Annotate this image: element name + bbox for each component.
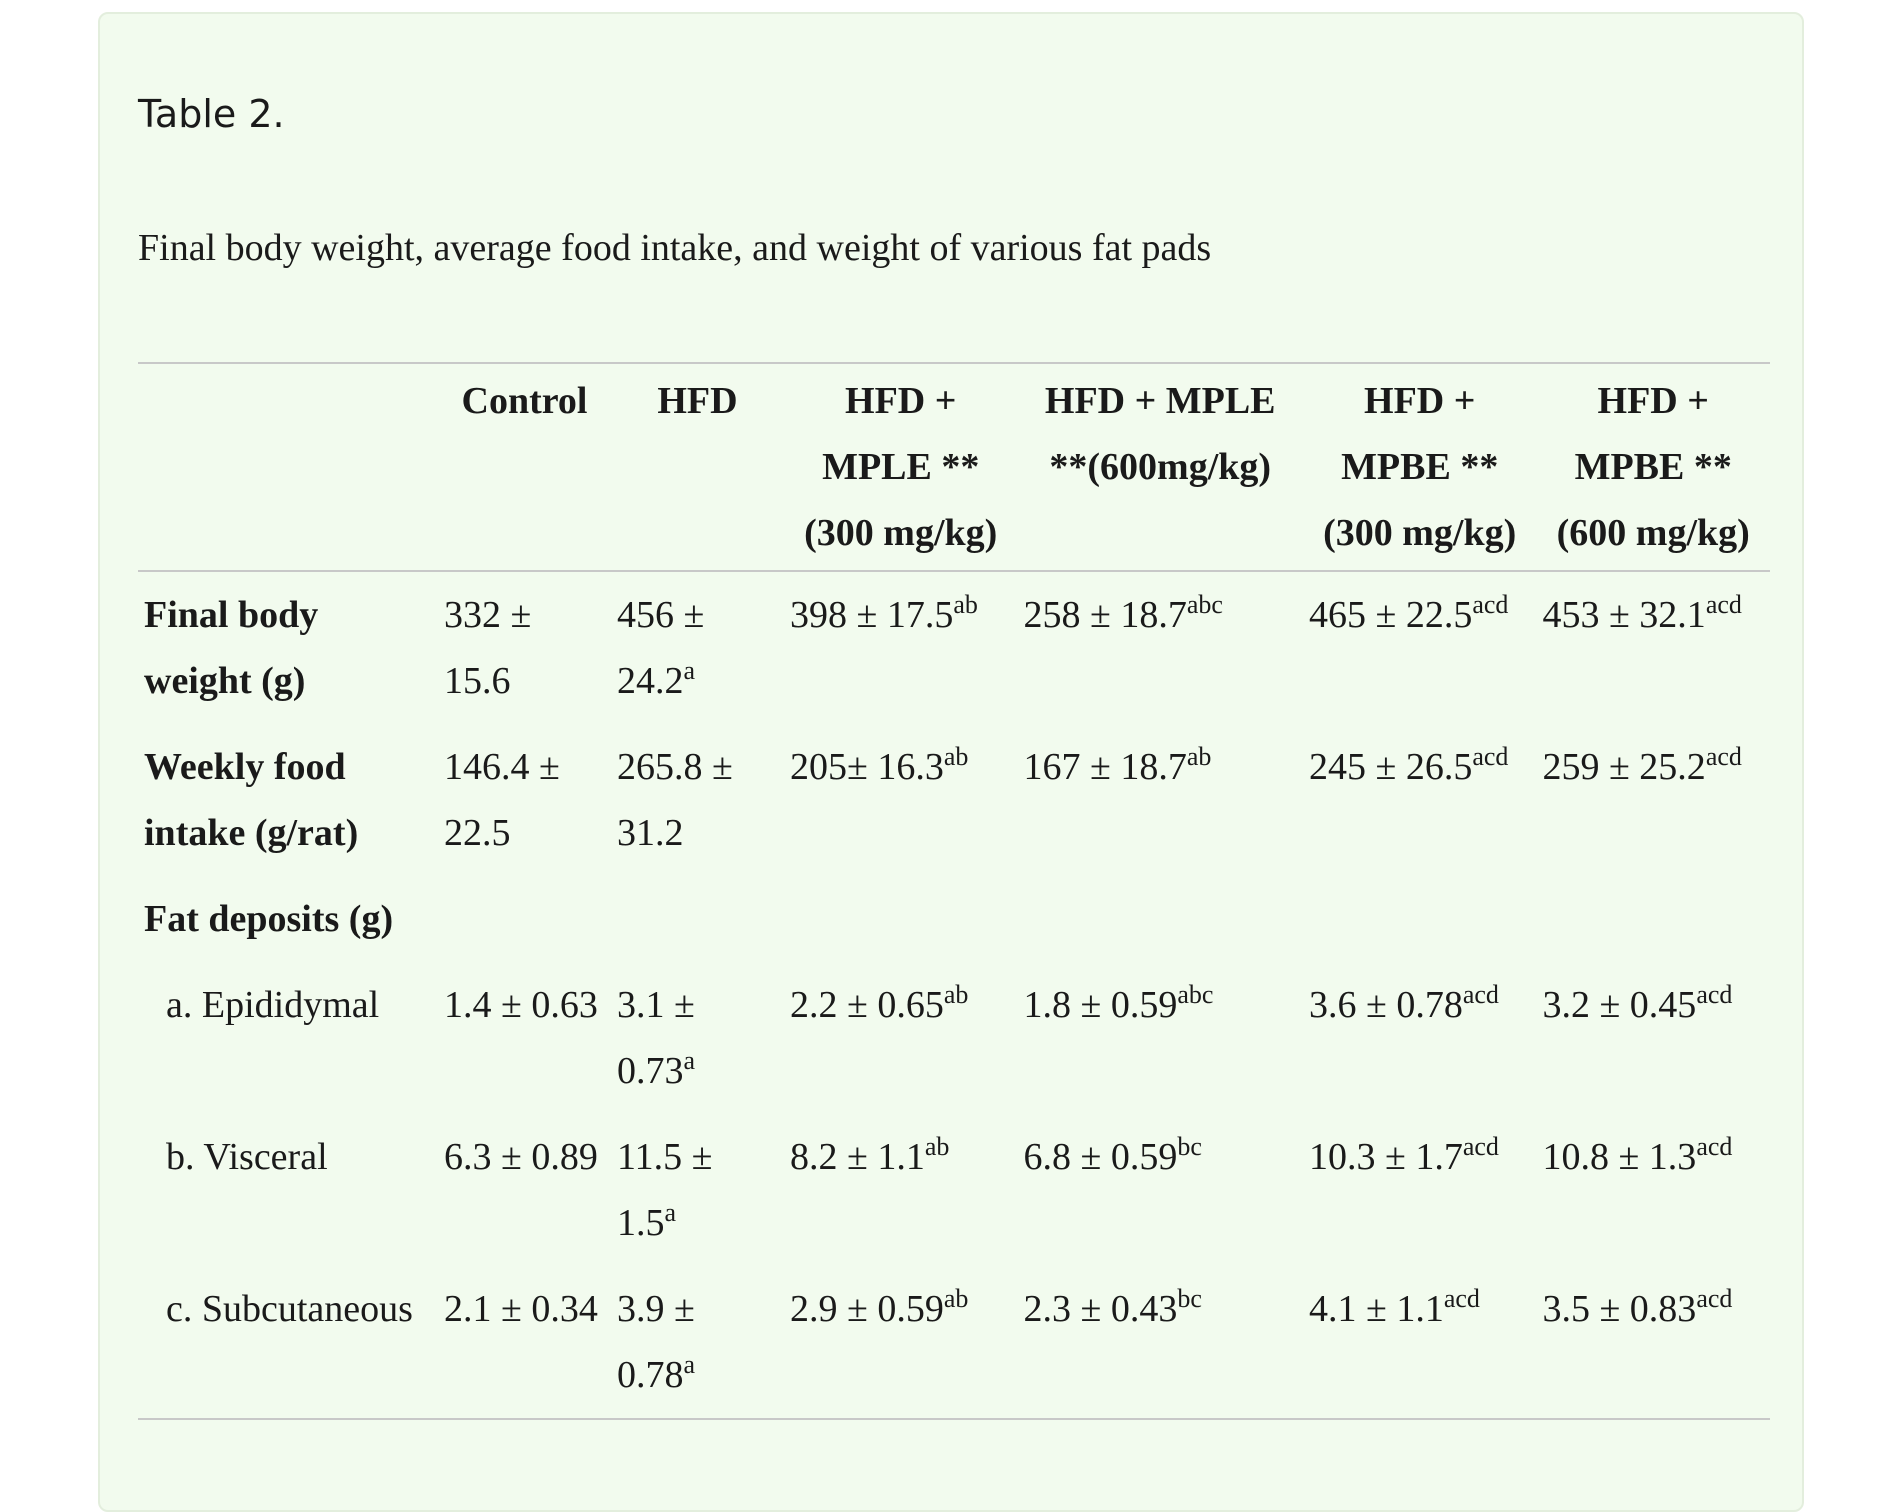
- table-cell: 2.2 ± 0.65ab: [789, 980, 969, 1027]
- row-label: c. Subcutaneous: [166, 1288, 413, 1330]
- table-cell: 4.1 ± 1.1acd: [1308, 1284, 1480, 1331]
- header-row: Control HFD HFD + MPLE ** (300 mg/kg) HF…: [138, 363, 1770, 571]
- column-header-hfd-mpbe-600: HFD + MPBE ** (600 mg/kg): [1556, 380, 1750, 554]
- table-cell: 398 ± 17.5ab: [789, 590, 978, 637]
- column-header-label: [138, 363, 438, 571]
- table-row: c. Subcutaneous 2.1 ± 0.34 3.9 ± 0.78a 2…: [138, 1266, 1770, 1419]
- table-cell: 6.8 ± 0.59bc: [1023, 1132, 1202, 1179]
- section-label: Fat deposits (g): [144, 898, 394, 940]
- table-cell: 6.3 ± 0.89: [444, 1136, 598, 1178]
- table-cell: 10.3 ± 1.7acd: [1308, 1132, 1499, 1179]
- table-row: a. Epididymal 1.4 ± 0.63 3.1 ± 0.73a 2.2…: [138, 962, 1770, 1114]
- column-header-hfd-mple-300: HFD + MPLE ** (300 mg/kg): [804, 380, 998, 554]
- row-label: a. Epididymal: [166, 984, 380, 1026]
- table-row: b. Visceral 6.3 ± 0.89 11.5 ± 1.5a 8.2 ±…: [138, 1114, 1770, 1266]
- table-cell: 453 ± 32.1acd: [1542, 590, 1742, 637]
- table-row-section: Fat deposits (g): [138, 876, 1770, 962]
- data-table: Control HFD HFD + MPLE ** (300 mg/kg) HF…: [138, 362, 1770, 1420]
- table-cell: 146.4 ± 22.5: [444, 746, 560, 854]
- table-cell: 3.1 ± 0.73a: [617, 984, 696, 1092]
- table-cell: 258 ± 18.7abc: [1023, 590, 1223, 637]
- row-label: Final body weight (g): [144, 594, 319, 702]
- table-cell: 245 ± 26.5acd: [1308, 742, 1509, 789]
- table-cell: 3.2 ± 0.45acd: [1542, 980, 1733, 1027]
- table-cell: 1.8 ± 0.59abc: [1023, 980, 1214, 1027]
- table-cell: 3.6 ± 0.78acd: [1308, 980, 1499, 1027]
- table-cell: 205± 16.3ab: [789, 742, 969, 789]
- table-cell: 259 ± 25.2acd: [1542, 742, 1742, 789]
- table-cell: 465 ± 22.5acd: [1308, 590, 1509, 637]
- table-cell: 265.8 ± 31.2: [617, 746, 733, 854]
- table-cell: 332 ± 15.6: [444, 594, 532, 702]
- table-cell: 167 ± 18.7ab: [1023, 742, 1212, 789]
- table-row: Weekly food intake (g/rat) 146.4 ± 22.5 …: [138, 724, 1770, 876]
- table-label: Table 2.: [138, 92, 285, 136]
- table-cell: 3.9 ± 0.78a: [617, 1288, 696, 1396]
- table-cell: 8.2 ± 1.1ab: [789, 1132, 950, 1179]
- column-header-hfd-mpbe-300: HFD + MPBE ** (300 mg/kg): [1323, 380, 1517, 554]
- row-label: b. Visceral: [166, 1136, 328, 1178]
- table-caption: Final body weight, average food intake, …: [138, 227, 1212, 269]
- table-cell: 2.3 ± 0.43bc: [1023, 1284, 1202, 1331]
- column-header-control: Control: [461, 380, 588, 422]
- row-label: Weekly food intake (g/rat): [144, 746, 359, 854]
- table-row: Final body weight (g) 332 ± 15.6 456 ± 2…: [138, 571, 1770, 724]
- table-cell: 2.1 ± 0.34: [444, 1288, 598, 1330]
- table-cell: 10.8 ± 1.3acd: [1542, 1132, 1733, 1179]
- column-header-hfd-mple-600: HFD + MPLE **(600mg/kg): [1044, 380, 1276, 488]
- table-cell: 1.4 ± 0.63: [444, 984, 598, 1026]
- table-cell: 11.5 ± 1.5a: [617, 1136, 713, 1244]
- column-header-hfd: HFD: [657, 380, 738, 422]
- table-panel: Table 2. Final body weight, average food…: [98, 12, 1804, 1512]
- table-cell: 456 ± 24.2a: [617, 594, 705, 702]
- table-cell: 2.9 ± 0.59ab: [789, 1284, 969, 1331]
- table-cell: 3.5 ± 0.83acd: [1542, 1284, 1733, 1331]
